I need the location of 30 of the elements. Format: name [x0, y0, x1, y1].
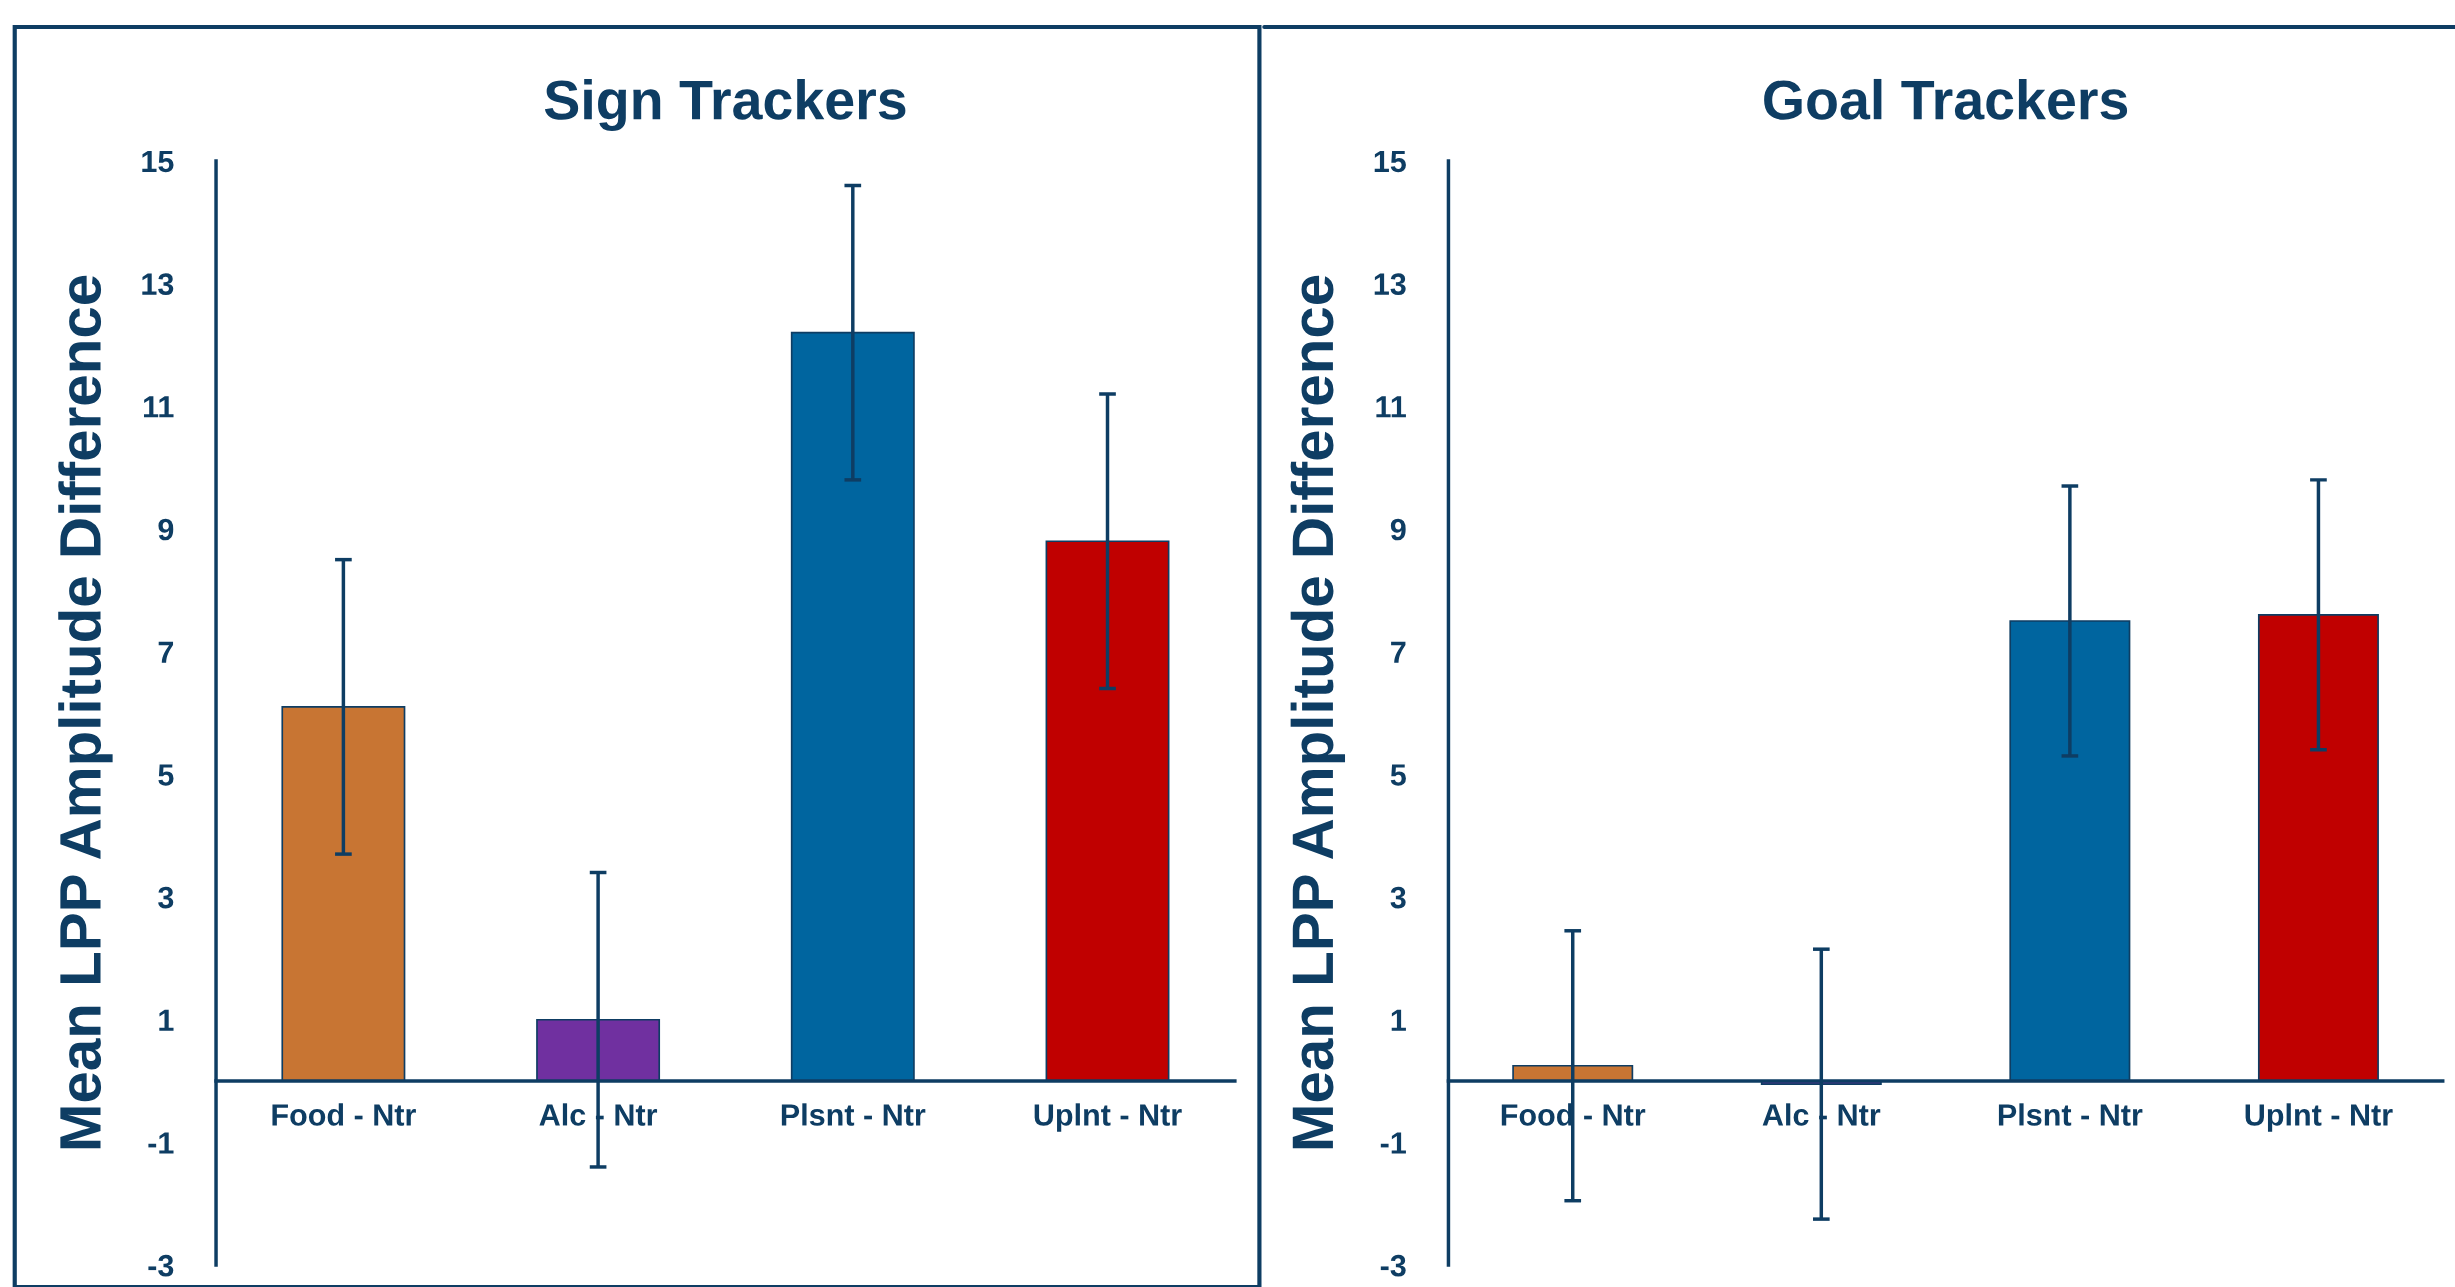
y-tick-label: 5	[158, 764, 174, 786]
y-tick-label: 11	[1376, 396, 1406, 418]
y-tick-label: 13	[1374, 273, 1406, 295]
y-tick-label: 11	[143, 396, 174, 418]
y-tick-label: -3	[1380, 1254, 1406, 1277]
y-tick-label: 7	[158, 641, 174, 663]
x-tick-label: Uplnt - Ntr	[2245, 1103, 2393, 1132]
y-tick-label: 5	[1390, 764, 1406, 786]
y-tick-label: 13	[142, 273, 174, 295]
y-tick-label: 9	[158, 518, 174, 541]
x-tick-label: Food - Ntr	[1501, 1103, 1646, 1126]
y-tick-label: 7	[1391, 641, 1406, 663]
y-tick-label: 1	[1391, 1009, 1406, 1031]
y-tick-label: 15	[1374, 150, 1406, 173]
y-tick-label: -3	[148, 1254, 174, 1277]
chart-title: Goal Trackers	[1764, 78, 2128, 120]
x-tick-label: Plsnt - Ntr	[1998, 1103, 2143, 1126]
y-tick-label: 3	[158, 886, 174, 909]
y-tick-label: -1	[148, 1132, 174, 1154]
y-tick-label: 1	[159, 1009, 174, 1031]
y-axis-title: Mean LPP Amplitude Difference	[58, 275, 113, 1149]
x-tick-label: Food - Ntr	[272, 1103, 416, 1126]
x-tick-label: Plsnt - Ntr	[781, 1103, 926, 1126]
chart-title: Sign Trackers	[544, 78, 906, 131]
y-tick-label: -1	[1380, 1132, 1406, 1154]
y-axis-title: Mean LPP Amplitude Difference	[1290, 275, 1346, 1149]
x-tick-label: Uplnt - Ntr	[1034, 1103, 1182, 1132]
y-tick-label: 9	[1390, 518, 1406, 541]
y-tick-label: 15	[142, 150, 174, 173]
y-tick-label: 3	[1390, 886, 1406, 909]
